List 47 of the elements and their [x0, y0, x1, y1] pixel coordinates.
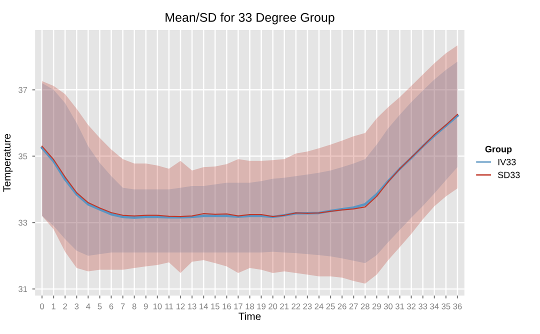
x-tick-label: 10: [153, 303, 162, 310]
x-tick-label: 30: [384, 303, 393, 310]
x-tick-label: 26: [338, 303, 346, 310]
y-tick-label: 37: [18, 87, 28, 93]
x-tick-label: 1: [52, 304, 56, 310]
x-tick-label: 8: [132, 303, 136, 310]
x-tick-label: 11: [165, 304, 173, 310]
legend-label: SD33: [498, 172, 520, 178]
y-axis-title: Temperature: [3, 134, 13, 192]
x-tick-label: 20: [268, 303, 278, 310]
x-tick-label: 6: [109, 303, 114, 310]
x-tick-label: 2: [63, 303, 68, 310]
x-tick-label: 3: [74, 303, 79, 310]
chart-title: Mean/SD for 33 Degree Group: [166, 12, 334, 24]
x-tick-label: 27: [349, 303, 358, 310]
x-tick-label: 29: [372, 303, 381, 310]
x-tick-label: 0: [40, 303, 44, 310]
x-tick-label: 31: [395, 303, 404, 310]
x-tick-label: 28: [360, 303, 370, 310]
x-tick-label: 33: [418, 303, 428, 310]
legend-label: IV33: [498, 158, 516, 166]
x-tick-label: 14: [200, 304, 208, 310]
x-axis-title: Time: [238, 312, 261, 320]
x-tick-label: 15: [211, 304, 220, 310]
x-tick-label: 23: [303, 303, 312, 310]
x-tick-label: 36: [453, 303, 462, 310]
x-tick-label: 13: [188, 303, 196, 310]
x-tick-label: 19: [257, 303, 266, 310]
x-tick-label: 21: [280, 303, 289, 310]
x-tick-label: 22: [292, 303, 300, 310]
x-tick-label: 16: [222, 303, 231, 310]
x-tick-label: 7: [120, 304, 125, 310]
x-tick-label: 17: [234, 304, 242, 310]
x-tick-label: 5: [98, 304, 102, 310]
y-tick-label: 33: [18, 220, 28, 226]
legend-title: Group: [485, 146, 512, 154]
y-tick-label: 35: [18, 153, 28, 160]
x-tick-label: 32: [407, 303, 416, 310]
x-tick-label: 18: [246, 303, 254, 310]
x-tick-label: 9: [144, 303, 148, 310]
x-tick-label: 24: [314, 303, 324, 310]
x-tick-label: 12: [176, 303, 185, 310]
x-tick-label: 25: [326, 303, 335, 310]
y-tick-label: 31: [18, 286, 28, 292]
x-tick-label: 4: [86, 304, 90, 310]
x-tick-label: 35: [442, 303, 450, 310]
x-tick-label: 34: [430, 303, 439, 310]
